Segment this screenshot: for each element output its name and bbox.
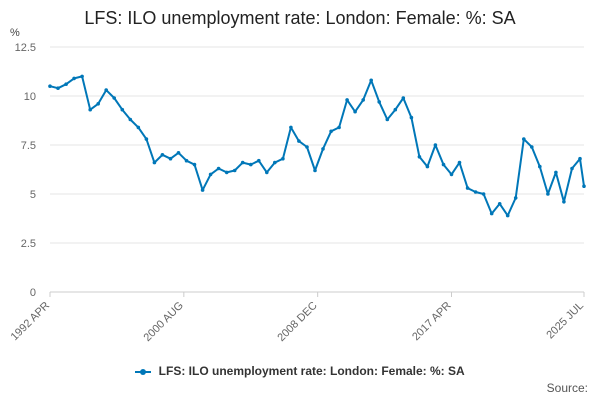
data-point — [120, 107, 125, 112]
data-point — [409, 115, 414, 120]
data-point — [401, 96, 406, 100]
x-tick-label: 2017 APR — [410, 300, 454, 344]
x-tick-label: 2025 JUL — [544, 300, 586, 342]
x-tick-label: 2008 DEC — [275, 300, 319, 344]
data-point — [417, 155, 422, 159]
data-point — [184, 158, 189, 163]
data-point — [96, 102, 100, 106]
data-point — [297, 139, 301, 143]
data-point — [265, 170, 269, 175]
x-tick-label: 2000 AUG — [142, 300, 186, 344]
data-point — [329, 129, 333, 134]
data-point — [88, 107, 92, 112]
data-point — [546, 192, 550, 196]
data-point — [64, 82, 68, 86]
data-point — [168, 156, 173, 161]
data-point — [136, 125, 141, 130]
data-point — [578, 156, 582, 161]
data-point — [425, 164, 430, 169]
data-point — [385, 117, 390, 122]
data-point — [200, 188, 205, 192]
data-point — [582, 184, 586, 188]
x-tick-label: 1992 APR — [9, 300, 53, 344]
legend-swatch-icon — [135, 367, 152, 377]
data-point — [216, 166, 221, 171]
data-point — [345, 98, 349, 102]
data-point — [361, 98, 366, 102]
y-tick-label: 0 — [30, 287, 36, 299]
data-point — [562, 200, 566, 204]
data-point — [240, 160, 245, 165]
data-point — [208, 172, 213, 177]
data-point — [176, 151, 181, 155]
data-point — [570, 166, 574, 171]
data-point — [144, 137, 149, 141]
legend-label: LFS: ILO unemployment rate: London: Fema… — [158, 364, 465, 378]
data-point — [104, 88, 108, 92]
data-point — [232, 168, 237, 173]
data-point — [281, 156, 285, 161]
data-point — [505, 213, 510, 218]
data-point — [513, 196, 518, 200]
data-point — [457, 160, 462, 165]
chart-title: LFS: ILO unemployment rate: London: Fema… — [84, 8, 516, 28]
data-point — [473, 190, 478, 194]
data-point — [128, 117, 133, 122]
y-tick-label: 7.5 — [21, 140, 36, 152]
data-point — [160, 153, 165, 157]
y-tick-label: 2.5 — [21, 238, 36, 250]
data-point — [497, 202, 502, 206]
data-point — [321, 147, 325, 151]
data-point — [522, 137, 526, 141]
data-point — [465, 186, 470, 190]
data-point — [80, 74, 84, 79]
data-point — [72, 76, 76, 81]
data-point — [56, 86, 60, 90]
y-tick-label: 10 — [24, 91, 36, 103]
data-point — [538, 164, 542, 169]
data-point — [313, 168, 317, 173]
data-point — [224, 170, 229, 175]
series-line — [49, 75, 585, 217]
data-point — [289, 125, 293, 130]
data-point — [377, 100, 382, 104]
data-point — [257, 158, 261, 163]
y-axis-unit: % — [10, 27, 20, 39]
data-point — [441, 162, 446, 167]
data-point — [273, 160, 277, 165]
data-point — [369, 78, 374, 83]
data-point — [481, 192, 486, 196]
y-tick-label: 12.5 — [15, 42, 36, 54]
source-label: Source: — [546, 381, 588, 395]
data-point — [152, 160, 157, 165]
data-point — [393, 107, 398, 112]
legend[interactable]: LFS: ILO unemployment rate: London: Fema… — [0, 364, 600, 378]
data-point — [192, 162, 197, 167]
data-point — [112, 96, 116, 100]
data-point — [249, 162, 253, 167]
data-point — [489, 211, 494, 216]
data-point — [530, 145, 534, 149]
data-point — [305, 145, 309, 149]
data-point — [353, 109, 357, 114]
data-point — [48, 84, 52, 88]
data-point — [337, 125, 341, 130]
data-point — [554, 170, 558, 175]
y-tick-label: 5 — [30, 189, 36, 201]
data-point — [449, 172, 454, 177]
data-point — [433, 143, 438, 147]
